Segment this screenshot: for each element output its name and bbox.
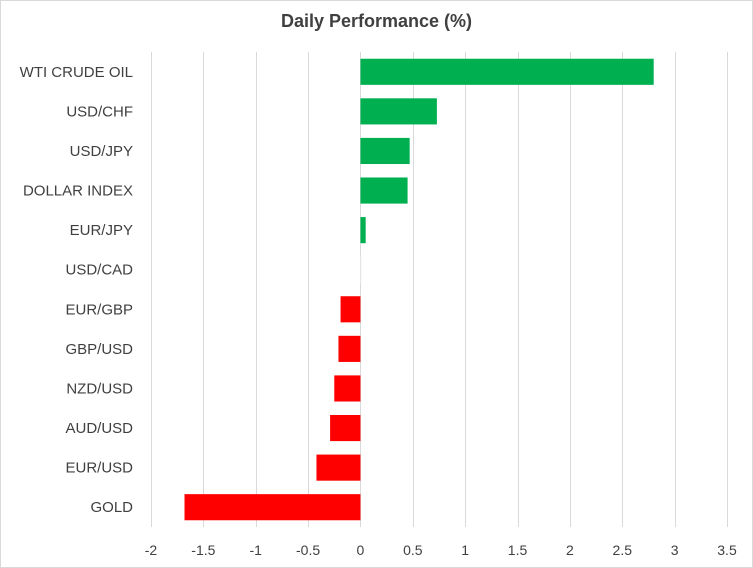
x-tick-label: -2	[145, 542, 158, 558]
x-tick-label: 2.5	[613, 542, 633, 558]
category-label: EUR/GBP	[65, 301, 133, 318]
x-tick-label: -0.5	[296, 542, 320, 558]
x-tick-label: 1	[461, 542, 469, 558]
bar-wti-crude-oil	[360, 58, 654, 85]
bar-gold	[184, 494, 361, 521]
bar-usd-chf	[360, 98, 437, 125]
category-label: NZD/USD	[66, 380, 133, 397]
x-tick-label: -1	[250, 542, 263, 558]
x-tick-labels: -2 -1.5 -1 -0.5 0 0.5 1 1.5 2 2.5 3 3.5	[145, 542, 737, 558]
bar-nzd-usd	[334, 375, 361, 402]
bar-eur-usd	[316, 454, 361, 481]
x-tick-label: 1.5	[508, 542, 528, 558]
category-label: EUR/USD	[65, 460, 133, 477]
bars	[184, 58, 654, 521]
category-label: GBP/USD	[65, 341, 133, 358]
category-label: USD/CAD	[65, 262, 133, 279]
gridlines	[151, 52, 728, 527]
bar-dollar-index	[360, 177, 408, 204]
category-labels: WTI CRUDE OIL USD/CHF USD/JPY DOLLAR INDEX E…	[20, 64, 134, 516]
x-tick-label: 2	[566, 542, 574, 558]
category-label: USD/CHF	[66, 103, 133, 120]
x-tick-label: 0.5	[403, 542, 423, 558]
x-tick-label: -1.5	[191, 542, 215, 558]
category-label: EUR/JPY	[70, 222, 133, 239]
bar-usd-jpy	[360, 137, 410, 165]
category-label: GOLD	[90, 499, 133, 516]
bar-usd-cad	[360, 256, 362, 283]
x-tick-label: 0	[357, 542, 365, 558]
category-label: WTI CRUDE OIL	[20, 64, 133, 81]
chart-title: Daily Performance (%)	[280, 11, 473, 31]
bar-gbp-usd	[338, 335, 361, 362]
bar-aud-usd	[330, 414, 361, 442]
bar-eur-jpy	[360, 217, 366, 244]
category-label: USD/JPY	[70, 143, 133, 160]
category-label: DOLLAR INDEX	[23, 183, 133, 200]
x-tick-label: 3	[671, 542, 679, 558]
bar-eur-gbp	[340, 296, 361, 323]
category-label: AUD/USD	[65, 420, 133, 437]
x-tick-label: 3.5	[717, 542, 737, 558]
